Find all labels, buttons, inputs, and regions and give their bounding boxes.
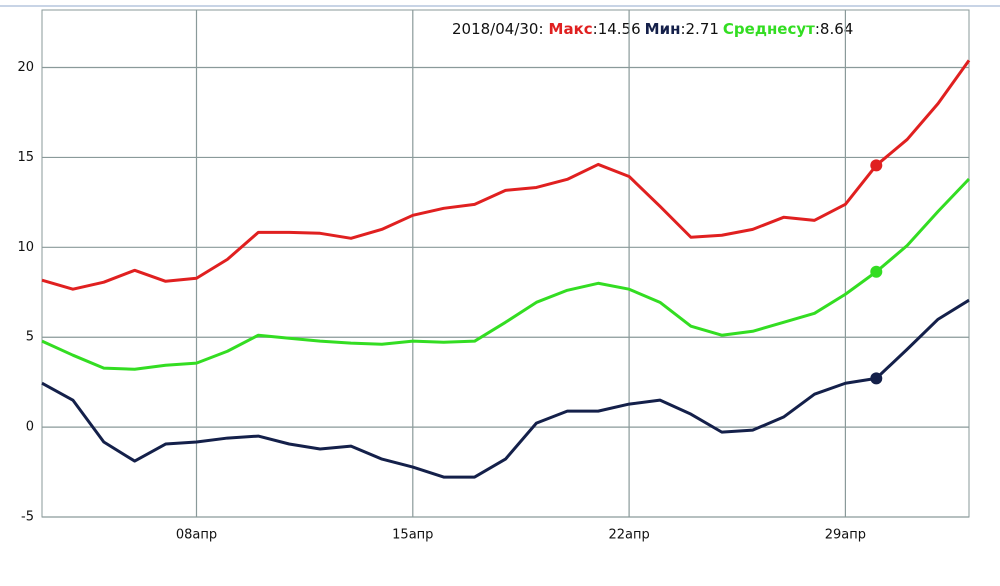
y-tick-label: 5: [26, 330, 34, 345]
x-tick-label: 08апр: [176, 528, 217, 543]
series-line: [41, 177, 971, 371]
readout-value: :2.71: [680, 20, 718, 38]
readout-value: :8.64: [815, 20, 853, 38]
readout-dot: [870, 265, 883, 278]
legend-name: Мин: [645, 20, 681, 38]
readout: 2018/04/30: Макс:14.56 Мин:2.71 Среднесут:8…: [452, 20, 853, 38]
x-tick-label: 15апр: [392, 528, 433, 543]
x-tick-label: 29апр: [825, 528, 866, 543]
y-tick-label: -5: [21, 510, 34, 525]
plot-frame: [41, 9, 970, 518]
y-tick-label: 15: [17, 150, 34, 165]
readout-dot: [870, 159, 883, 172]
readout-value: :14.56: [593, 20, 641, 38]
readout-dot: [870, 372, 883, 385]
y-tick-label: 0: [26, 420, 34, 435]
series-line: [41, 298, 970, 479]
x-tick-label: 22апр: [608, 528, 649, 543]
legend-name: Среднесут: [723, 20, 815, 38]
y-tick-label: 10: [17, 240, 34, 255]
readout-date: 2018/04/30:: [452, 20, 544, 38]
series-line: [41, 59, 971, 291]
legend-name: Макс: [549, 20, 593, 38]
y-tick-label: 20: [17, 60, 34, 75]
